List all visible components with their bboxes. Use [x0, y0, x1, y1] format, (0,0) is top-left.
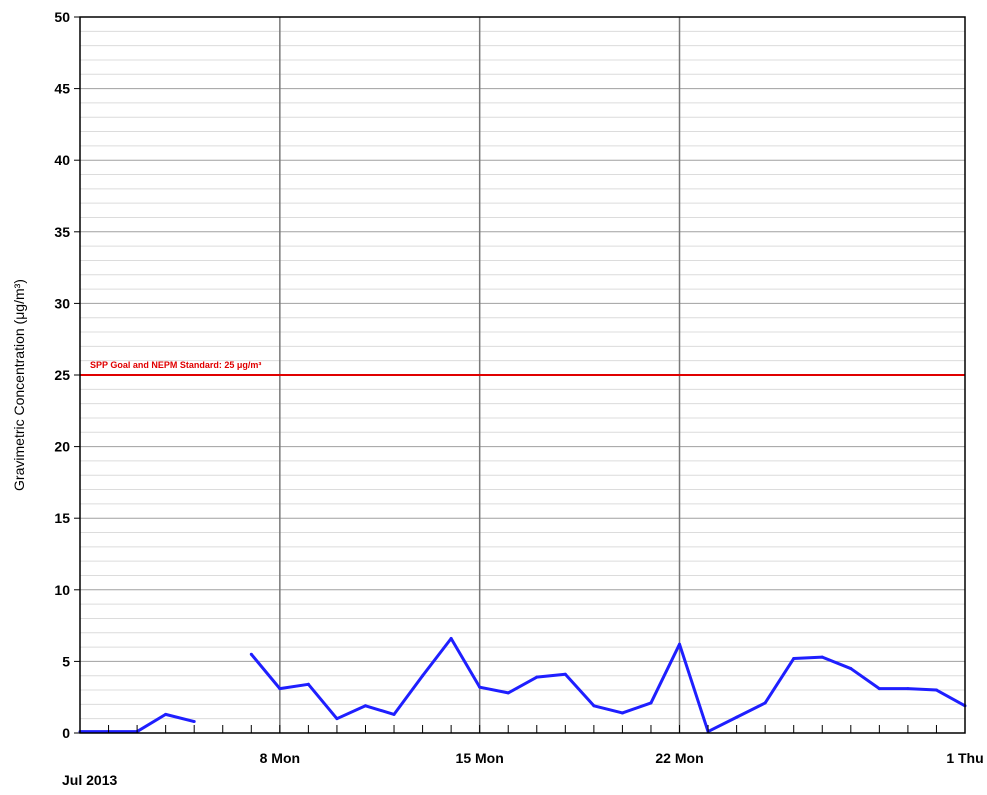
data-point [164, 712, 168, 716]
y-tick-label: 35 [54, 224, 70, 240]
data-point [535, 675, 539, 679]
series-line [250, 636, 966, 734]
data-point [735, 715, 739, 719]
x-tick-label: 1 Thu [946, 750, 983, 766]
y-tick-label: 45 [54, 81, 70, 97]
x-tick-label: 8 Mon [260, 750, 300, 766]
y-tick-label: 50 [54, 9, 70, 25]
data-point [649, 701, 653, 705]
data-point [906, 687, 910, 691]
data-point [563, 672, 567, 676]
data-point [249, 652, 253, 656]
data-point [877, 687, 881, 691]
data-point [449, 636, 453, 640]
y-tick-label: 40 [54, 152, 70, 168]
data-point [620, 711, 624, 715]
y-tick-label: 10 [54, 582, 70, 598]
data-point [478, 685, 482, 689]
y-tick-label: 5 [62, 653, 70, 669]
limit-line-label: SPP Goal and NEPM Standard: 25 μg/m³ [90, 360, 261, 370]
x-tick-label: 15 Mon [456, 750, 504, 766]
plot-frame [79, 16, 966, 734]
y-tick-label: 15 [54, 510, 70, 526]
data-point [192, 720, 196, 724]
data-point [392, 712, 396, 716]
data-point [506, 691, 510, 695]
y-tick-label: 30 [54, 295, 70, 311]
data-point [335, 717, 339, 721]
y-axis-title: Gravimetric Concentration (μg/m³) [11, 279, 27, 491]
data-point [820, 655, 824, 659]
data-point [792, 657, 796, 661]
y-tick-label: 20 [54, 439, 70, 455]
x-tick-label: 22 Mon [655, 750, 703, 766]
y-tick-label: 0 [62, 725, 70, 741]
axis-layer: 0 5 10 15 20 25 30 35 40 45 50 8 Mon 15 Mon 22 Mon 1 T… [54, 9, 983, 766]
data-point [306, 682, 310, 686]
data-point [934, 688, 938, 692]
data-point [592, 704, 596, 708]
data-point [278, 687, 282, 691]
limit-layer: SPP Goal and NEPM Standard: 25 μg/m³ [80, 360, 965, 376]
data-point [763, 701, 767, 705]
data-point [678, 642, 682, 646]
grid-layer [80, 16, 965, 734]
data-point [421, 674, 425, 678]
x-axis-month-label: Jul 2013 [62, 772, 117, 788]
data-point [363, 704, 367, 708]
data-point [849, 667, 853, 671]
y-tick-label: 25 [54, 367, 70, 383]
